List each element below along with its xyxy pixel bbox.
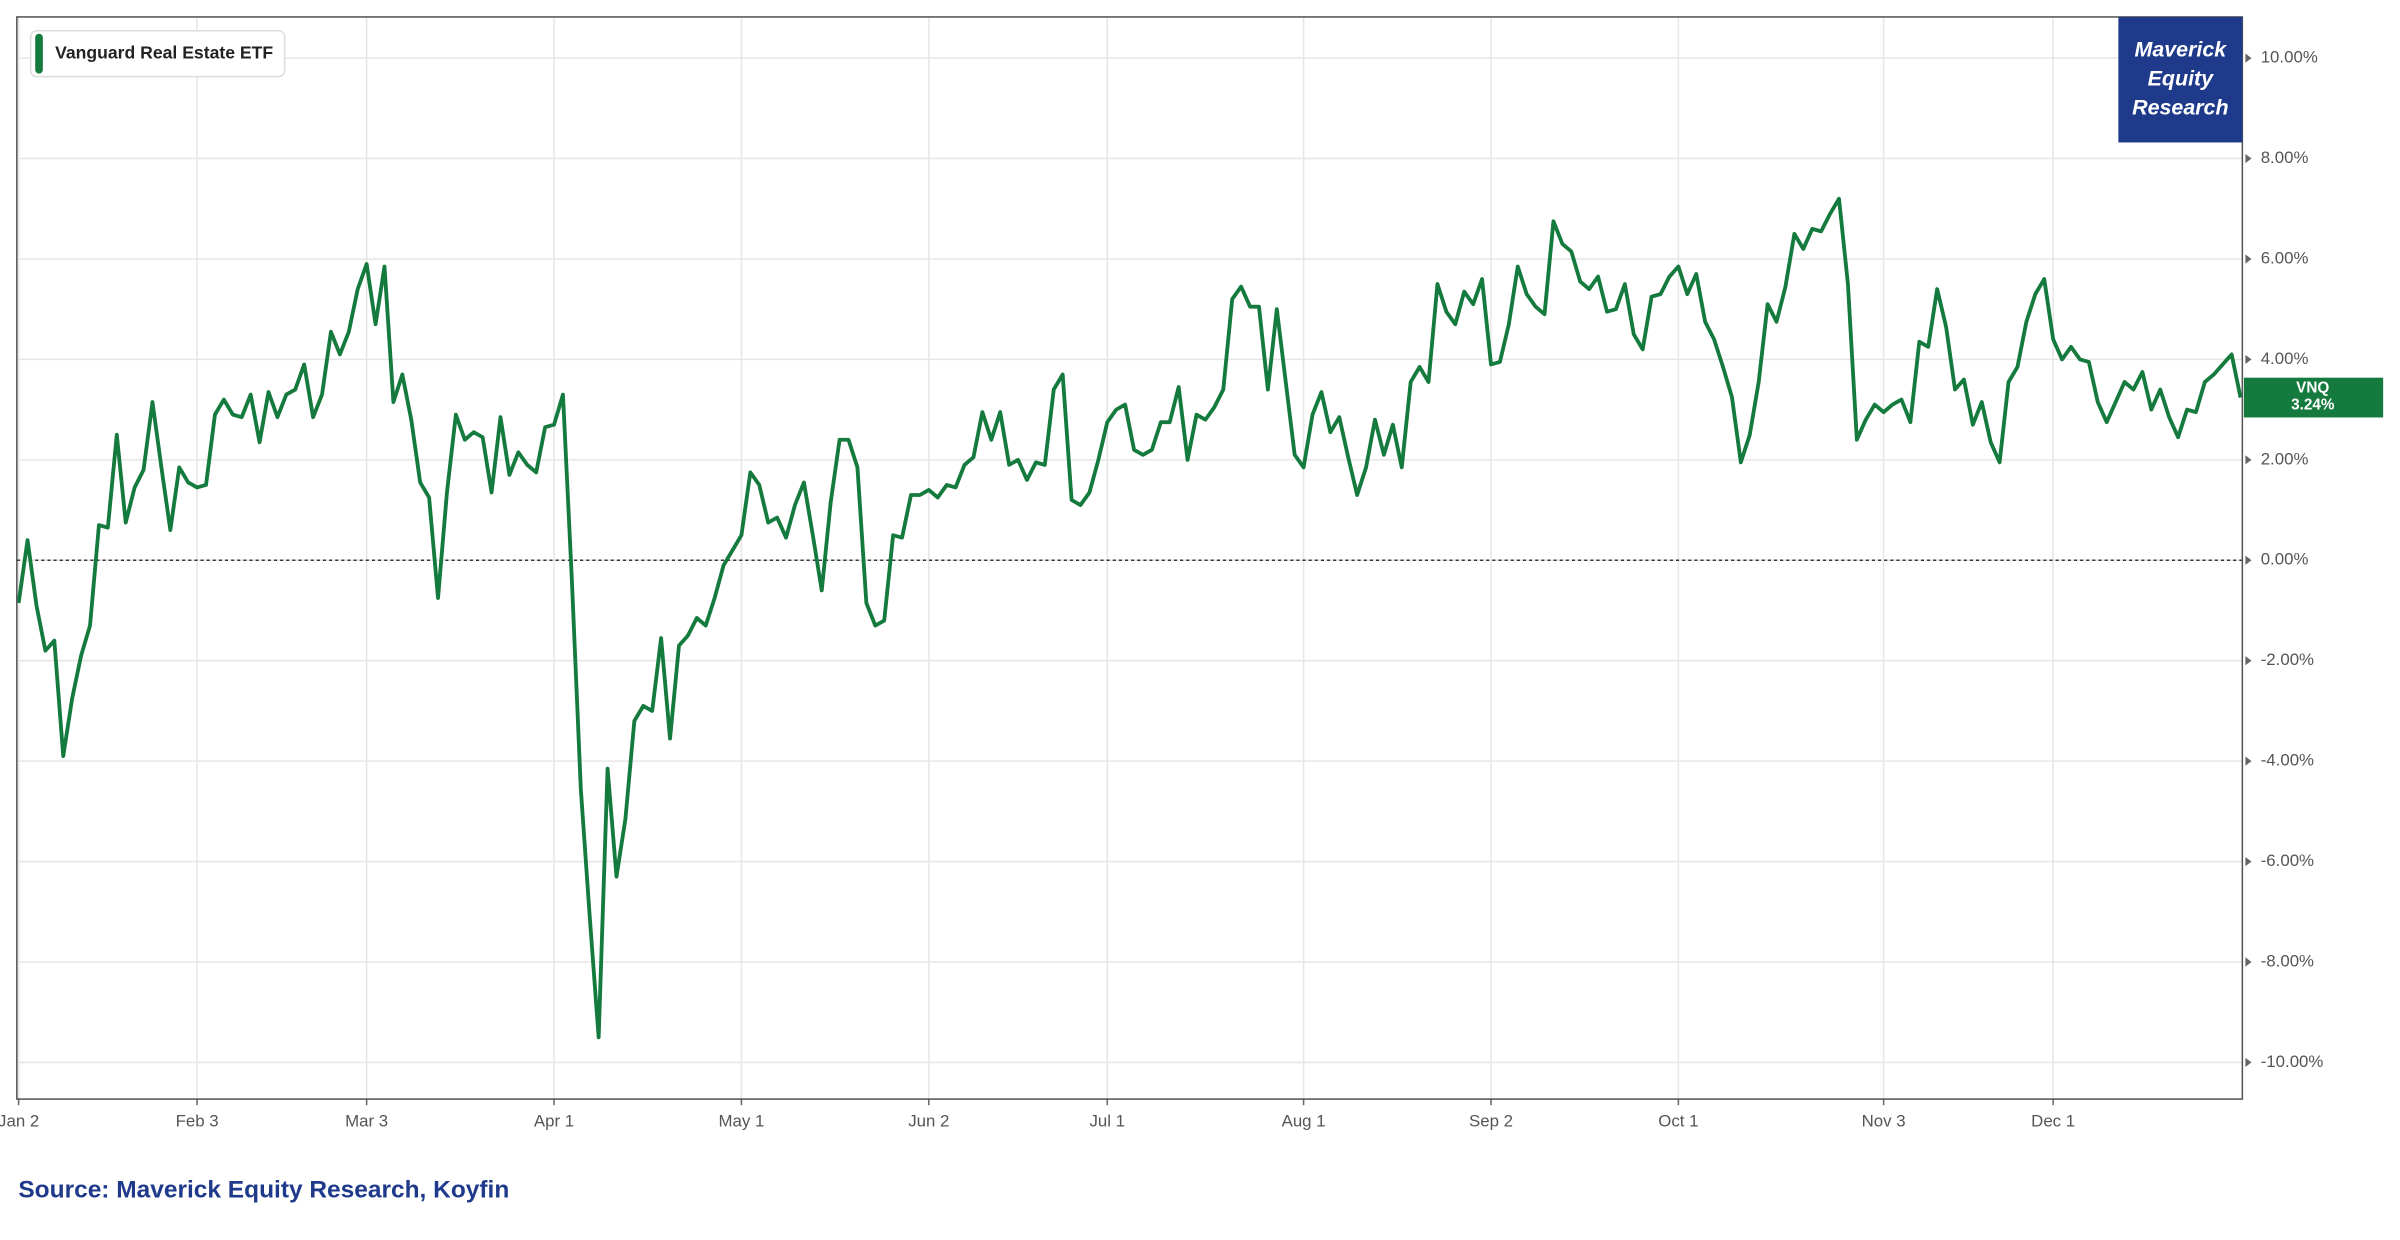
y-tick-mark bbox=[2245, 656, 2252, 666]
legend-label: Vanguard Real Estate ETF bbox=[55, 42, 273, 62]
end-tag-name: VNQ bbox=[2296, 379, 2329, 396]
y-tick-label: 8.00% bbox=[2261, 148, 2309, 167]
logo-text: Maverick bbox=[2135, 37, 2228, 61]
end-tag-value: 3.24% bbox=[2291, 396, 2335, 413]
y-tick-label: 2.00% bbox=[2261, 449, 2309, 468]
y-tick-label: -2.00% bbox=[2261, 650, 2314, 669]
grid bbox=[16, 16, 2252, 1106]
x-tick-label: Feb 3 bbox=[176, 1111, 219, 1130]
plot bbox=[16, 196, 2243, 1040]
y-tick-mark bbox=[2245, 856, 2252, 867]
y-tick-label: -8.00% bbox=[2261, 951, 2314, 970]
series-line bbox=[16, 196, 2243, 1040]
x-tick-label: Dec 1 bbox=[2031, 1111, 2075, 1130]
logo: Maverick Equity Research bbox=[2132, 37, 2228, 119]
legend-box bbox=[29, 29, 286, 78]
x-tick-label: Oct 1 bbox=[1658, 1111, 1698, 1130]
y-tick-mark bbox=[2245, 53, 2252, 63]
x-tick-label: Nov 3 bbox=[1862, 1111, 1906, 1130]
end-tag bbox=[2243, 377, 2384, 418]
x-tick-label: Apr 1 bbox=[534, 1111, 574, 1130]
y-tick-mark bbox=[2245, 254, 2252, 264]
logo-text: Research bbox=[2132, 95, 2228, 119]
y-tick-label: 4.00% bbox=[2261, 349, 2309, 368]
y-tick-mark bbox=[2245, 354, 2252, 364]
y-tick-label: 10.00% bbox=[2261, 48, 2318, 67]
x-tick-label: Sep 2 bbox=[1469, 1111, 1513, 1130]
x-tick-label: Aug 1 bbox=[1282, 1111, 1326, 1130]
y-tick-mark bbox=[2245, 555, 2252, 565]
x-tick-label: Mar 3 bbox=[345, 1111, 388, 1130]
logo-box bbox=[2118, 16, 2243, 143]
logo-text: Equity bbox=[2148, 66, 2215, 90]
y-tick-mark bbox=[2245, 153, 2252, 164]
x-tick-label: Jul 1 bbox=[1090, 1111, 1126, 1130]
y-tick-mark bbox=[2245, 1057, 2252, 1068]
source-note: Source: Maverick Equity Research, Koyfin bbox=[18, 1176, 509, 1203]
y-tick-label: 6.00% bbox=[2261, 248, 2309, 267]
x-tick-label: May 1 bbox=[719, 1111, 765, 1130]
x-tick-label: Jun 2 bbox=[908, 1111, 949, 1130]
y-tick-label: 0.00% bbox=[2261, 550, 2309, 569]
y-tick-label: -6.00% bbox=[2261, 851, 2314, 870]
y-tick-mark bbox=[2245, 957, 2252, 967]
x-tick-label: Jan 2 bbox=[0, 1111, 39, 1130]
legend: Vanguard Real Estate ETF bbox=[29, 29, 286, 78]
y-tick-mark bbox=[2245, 455, 2252, 465]
y-tick-mark bbox=[2245, 756, 2252, 766]
y-tick-label: -10.00% bbox=[2261, 1052, 2324, 1071]
y-tick-label: -4.00% bbox=[2261, 751, 2314, 770]
legend-swatch bbox=[35, 33, 43, 74]
plot-frame bbox=[16, 16, 2244, 1100]
